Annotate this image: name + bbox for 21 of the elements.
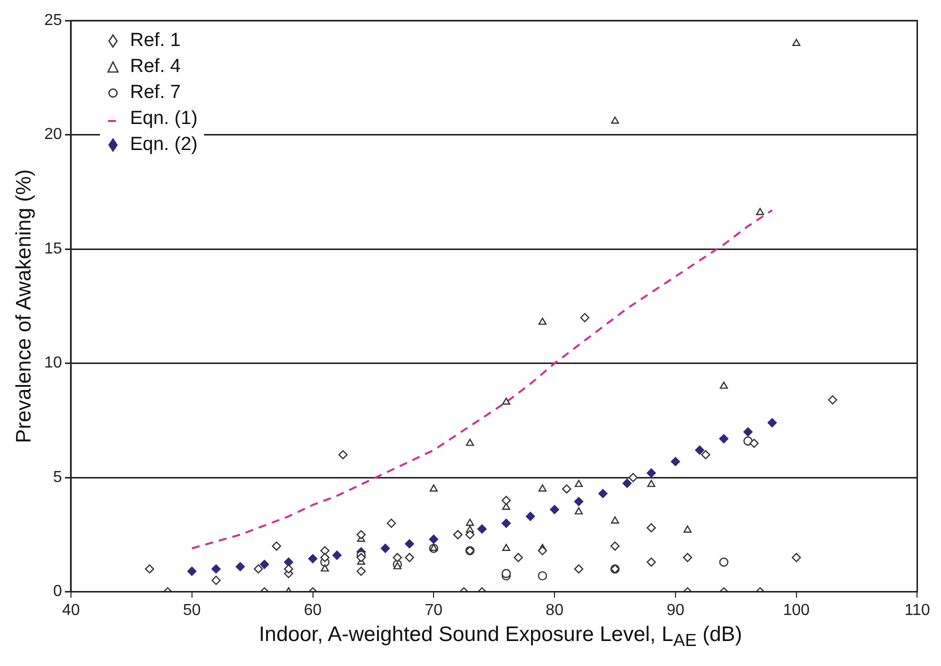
y-tick-label: 10 bbox=[44, 354, 62, 372]
y-tick-label: 0 bbox=[53, 583, 62, 600]
x-tick-label: 90 bbox=[666, 602, 684, 619]
legend-label: Ref. 4 bbox=[130, 55, 181, 79]
x-axis-title: Indoor, A-weighted Sound Exposure Level, L$_{AE}$ (dB) bbox=[258, 623, 744, 652]
legend-label: Ref. 1 bbox=[130, 29, 181, 53]
legend-label: Ref. 7 bbox=[130, 81, 181, 105]
x-tick-label: 100 bbox=[783, 602, 810, 619]
y-tick-label: 5 bbox=[53, 468, 62, 486]
y-tick-label: 20 bbox=[44, 126, 62, 144]
x-tick-label: 70 bbox=[424, 602, 443, 619]
x-tick-label: 40 bbox=[62, 602, 80, 619]
x-tick-label: 110 bbox=[904, 602, 930, 619]
y-tick-label: 15 bbox=[44, 240, 62, 258]
y-tick-label: 25 bbox=[44, 12, 62, 30]
x-tick-label: 80 bbox=[546, 602, 564, 619]
legend-label: Eqn. (1) bbox=[130, 107, 198, 131]
legend-label: Eqn. (2) bbox=[130, 133, 198, 157]
x-tick-label: 50 bbox=[182, 602, 201, 619]
y-axis-title: Prevalence of Awakening (%) bbox=[12, 169, 36, 444]
x-tick-label: 60 bbox=[304, 602, 322, 619]
